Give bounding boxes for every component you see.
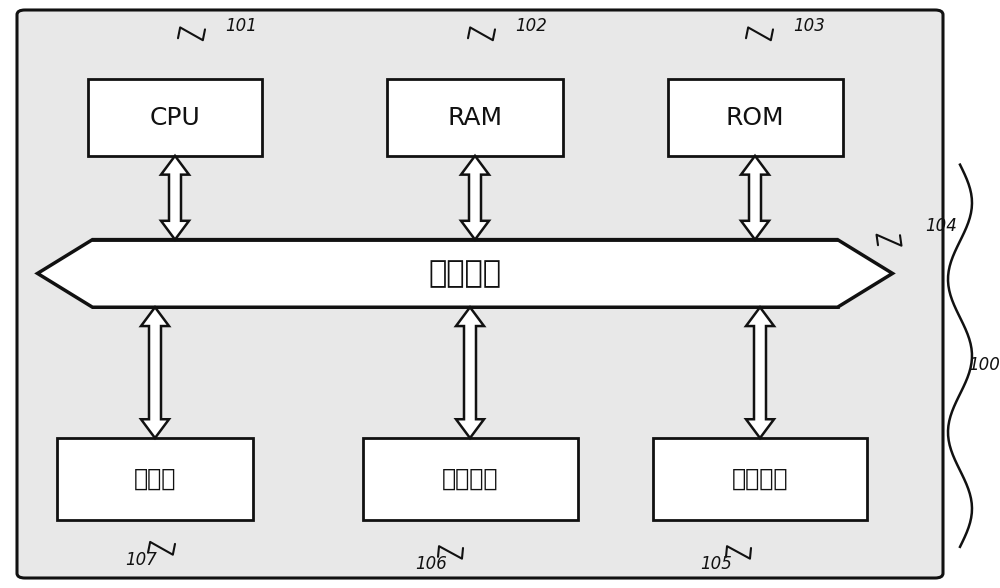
- Text: CPU: CPU: [150, 106, 200, 129]
- Text: 105: 105: [700, 556, 732, 573]
- Text: ROM: ROM: [726, 106, 784, 129]
- Polygon shape: [461, 156, 489, 240]
- Polygon shape: [741, 156, 769, 240]
- FancyBboxPatch shape: [668, 79, 842, 156]
- Polygon shape: [141, 307, 169, 438]
- Text: 输入设备: 输入设备: [732, 467, 788, 491]
- Text: 系统总线: 系统总线: [428, 259, 502, 288]
- FancyBboxPatch shape: [88, 79, 262, 156]
- FancyBboxPatch shape: [17, 10, 943, 578]
- Polygon shape: [456, 307, 484, 438]
- Polygon shape: [746, 307, 774, 438]
- Text: 100: 100: [968, 356, 1000, 373]
- FancyBboxPatch shape: [362, 438, 578, 520]
- Text: 驱动器: 驱动器: [134, 467, 176, 491]
- Text: 107: 107: [125, 551, 157, 569]
- FancyBboxPatch shape: [57, 438, 252, 520]
- Text: RAM: RAM: [447, 106, 503, 129]
- Text: 输出设备: 输出设备: [442, 467, 498, 491]
- Polygon shape: [161, 156, 189, 240]
- Polygon shape: [38, 240, 893, 307]
- Text: 104: 104: [925, 218, 957, 235]
- Text: 102: 102: [515, 18, 547, 35]
- FancyBboxPatch shape: [387, 79, 562, 156]
- FancyBboxPatch shape: [652, 438, 867, 520]
- Text: 103: 103: [793, 18, 825, 35]
- Text: 106: 106: [415, 556, 447, 573]
- Text: 101: 101: [225, 18, 257, 35]
